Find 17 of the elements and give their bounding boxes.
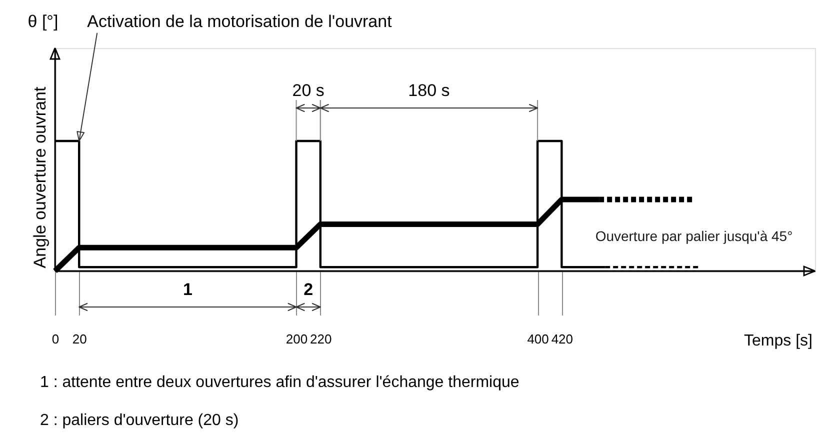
x-tick-label: 200 (286, 332, 308, 346)
x-tick-label: 220 (310, 332, 332, 346)
text: θ [°] (28, 12, 58, 31)
text: 1 : attente entre deux ouvertures afin d'assurer l'échange thermique (40, 374, 520, 391)
x-tick-label: 420 (551, 332, 574, 346)
x-axis-title: Temps [s] (744, 332, 812, 350)
annotation: Ouverture par palier jusqu'à 45° (595, 228, 793, 244)
y-axis-title: Angle ouverture ouvrant (30, 86, 50, 268)
x-tick-label: 0 (52, 332, 60, 346)
x-tick-label: 400 (527, 332, 549, 346)
annotation: Activation de la motorisation de l'ouvrant (87, 12, 392, 31)
text: 1 (182, 280, 192, 299)
text: 2 (304, 280, 314, 299)
x-tick-label: 20 (72, 332, 87, 346)
text: 2 : paliers d'ouverture (20 s) (40, 412, 239, 429)
text: 20 s (292, 81, 324, 100)
text: 180 s (408, 81, 450, 100)
